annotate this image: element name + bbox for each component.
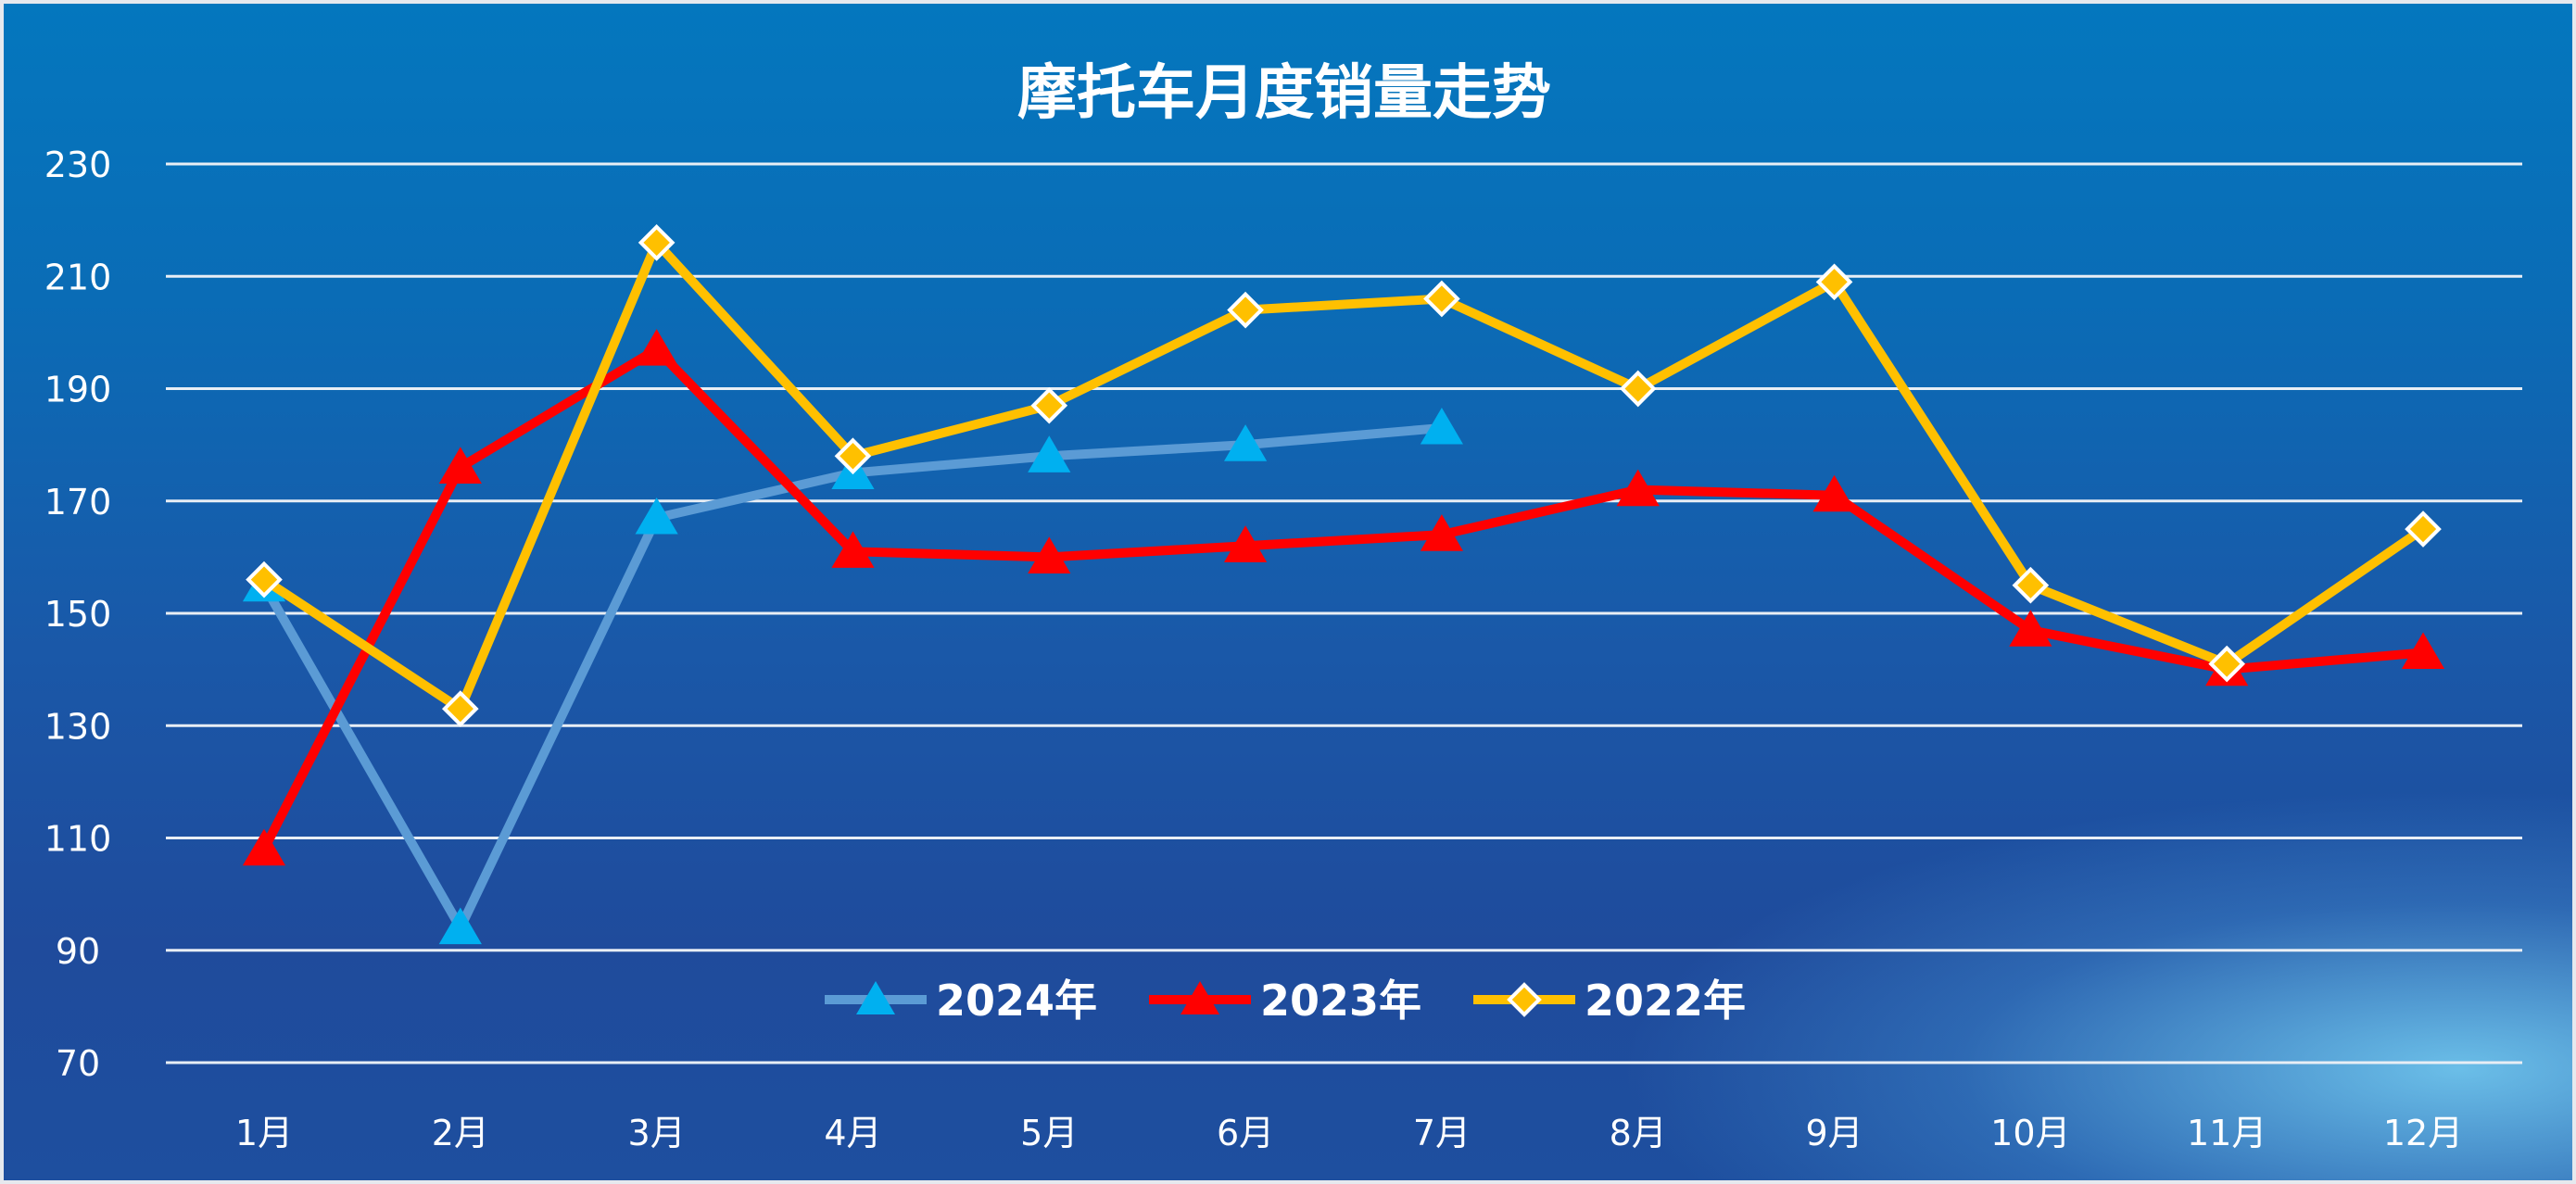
y-tick-label: 90 bbox=[56, 931, 100, 972]
x-tick-label: 12月 bbox=[2383, 1113, 2463, 1153]
data-point-triangle bbox=[438, 447, 482, 484]
data-point-triangle bbox=[2009, 610, 2052, 647]
legend-item: 2023年 bbox=[1149, 976, 1421, 1026]
x-tick-label: 10月 bbox=[1990, 1113, 2070, 1153]
data-point-diamond bbox=[1815, 263, 1853, 301]
legend-item: 2024年 bbox=[825, 976, 1097, 1026]
data-point-diamond bbox=[1423, 280, 1460, 318]
y-tick-label: 210 bbox=[44, 257, 112, 297]
data-point-diamond bbox=[441, 690, 479, 727]
y-tick-label: 150 bbox=[44, 594, 112, 635]
data-point-triangle bbox=[831, 531, 875, 568]
y-tick-label: 170 bbox=[44, 482, 112, 523]
data-point-diamond bbox=[638, 224, 676, 261]
data-point-triangle bbox=[1028, 536, 1071, 573]
y-tick-label: 70 bbox=[56, 1043, 100, 1084]
x-tick-label: 9月 bbox=[1805, 1113, 1863, 1153]
x-tick-label: 1月 bbox=[235, 1113, 293, 1153]
x-tick-label: 3月 bbox=[628, 1113, 686, 1153]
y-tick-label: 110 bbox=[44, 819, 112, 860]
line-chart: 摩托车月度销量走势 70 90 110 130 150 170 190 210 230 1月 2月 3… bbox=[44, 59, 2522, 1153]
series-line bbox=[259, 345, 2424, 851]
x-tick-label: 11月 bbox=[2187, 1113, 2267, 1153]
legend-label: 2023年 bbox=[1260, 976, 1421, 1026]
x-tick-label: 6月 bbox=[1217, 1113, 1274, 1153]
y-tick-label: 230 bbox=[44, 145, 112, 185]
data-point-triangle bbox=[2401, 632, 2445, 670]
series-2023年 bbox=[242, 329, 2445, 866]
data-point-diamond bbox=[2405, 510, 2442, 548]
data-point-diamond bbox=[246, 561, 283, 598]
legend-label: 2024年 bbox=[936, 976, 1097, 1026]
data-point-triangle bbox=[1616, 469, 1660, 507]
data-point-triangle bbox=[635, 329, 678, 366]
data-point-diamond bbox=[834, 437, 872, 475]
data-point-triangle bbox=[1420, 514, 1464, 551]
data-point-triangle bbox=[1028, 435, 1071, 472]
data-point-diamond bbox=[2208, 645, 2246, 683]
data-point-triangle bbox=[1812, 474, 1856, 512]
legend-item: 2022年 bbox=[1473, 976, 1746, 1026]
x-tick-label: 8月 bbox=[1610, 1113, 1667, 1153]
data-point-diamond bbox=[1227, 291, 1264, 329]
data-point-diamond bbox=[2012, 566, 2050, 604]
series-line bbox=[261, 237, 2426, 714]
data-point-triangle bbox=[1223, 424, 1268, 461]
x-tick-label: 7月 bbox=[1413, 1113, 1471, 1153]
x-tick-label: 2月 bbox=[432, 1113, 489, 1153]
legend-label: 2022年 bbox=[1585, 976, 1746, 1026]
data-point-triangle bbox=[635, 497, 678, 535]
series-2024年 bbox=[242, 407, 1464, 945]
data-point-triangle bbox=[242, 828, 286, 866]
chart-title: 摩托车月度销量走势 bbox=[1017, 59, 1551, 128]
data-point-diamond bbox=[1030, 386, 1068, 424]
data-point-diamond bbox=[1619, 370, 1657, 408]
data-point-triangle bbox=[1420, 407, 1464, 445]
data-point-triangle bbox=[438, 907, 482, 945]
data-point-diamond bbox=[1507, 982, 1542, 1017]
data-point-triangle bbox=[856, 981, 895, 1014]
y-tick-label: 130 bbox=[44, 706, 112, 747]
x-tick-label: 4月 bbox=[824, 1113, 881, 1153]
series-2022年 bbox=[246, 224, 2442, 727]
chart-area: 摩托车月度销量走势 70 90 110 130 150 170 190 210 230 1月 2月 3… bbox=[4, 4, 2572, 1180]
x-tick-label: 5月 bbox=[1020, 1113, 1078, 1153]
y-tick-label: 190 bbox=[44, 370, 112, 410]
data-point-triangle bbox=[1181, 981, 1219, 1014]
data-point-triangle bbox=[1223, 525, 1268, 562]
